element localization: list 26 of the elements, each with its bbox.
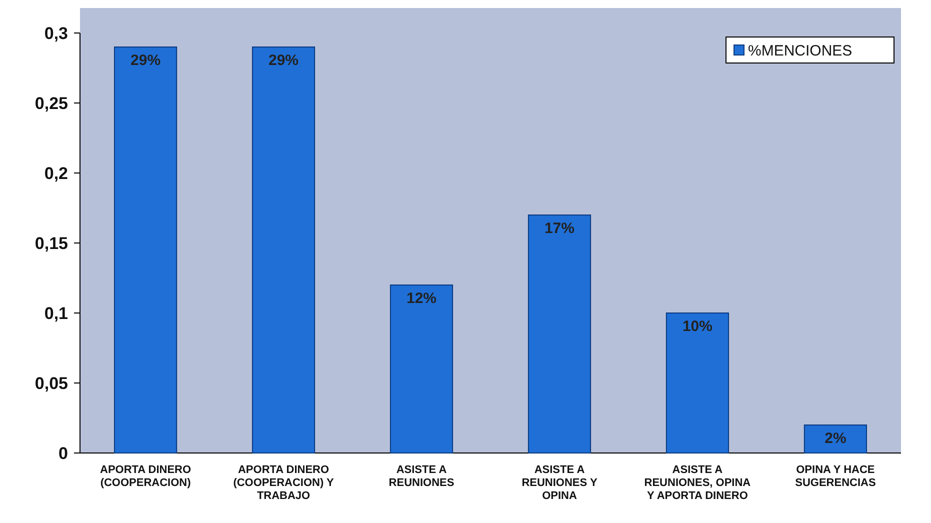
y-tick-label: 0,05	[34, 374, 68, 393]
data-label: 17%	[544, 220, 575, 237]
y-tick-label: 0	[58, 444, 68, 463]
x-tick-label: APORTA DINERO (COOPERACION) Y TRABAJO	[233, 464, 335, 502]
bar	[528, 214, 592, 454]
y-tick-label: 0,2	[44, 164, 68, 183]
data-label: 29%	[130, 52, 161, 69]
data-label: 29%	[268, 52, 299, 69]
x-tick-label: ASISTE A REUNIONES	[388, 464, 454, 489]
bar	[666, 312, 730, 454]
y-tick-label: 0,3	[44, 24, 68, 43]
x-tick-label: ASISTE A REUNIONES, OPINA Y APORTA DINERO	[644, 464, 751, 502]
data-label: 12%	[406, 290, 437, 307]
bar	[804, 424, 868, 454]
x-tick-label: APORTA DINERO (COOPERACION)	[100, 464, 192, 489]
bar	[252, 46, 316, 454]
y-tick-label: 0,15	[34, 234, 68, 253]
bar	[390, 284, 454, 454]
data-label: 10%	[682, 318, 712, 335]
y-tick-label: 0,1	[44, 304, 68, 323]
legend-label: %MENCIONES	[748, 42, 852, 60]
x-tick-label: OPINA Y HACE SUGERENCIAS	[795, 464, 876, 489]
data-label: 2%	[824, 430, 846, 447]
bar	[114, 46, 178, 454]
y-tick-label: 0,25	[34, 94, 68, 113]
x-tick-label: ASISTE A REUNIONES Y OPINA	[522, 464, 598, 502]
